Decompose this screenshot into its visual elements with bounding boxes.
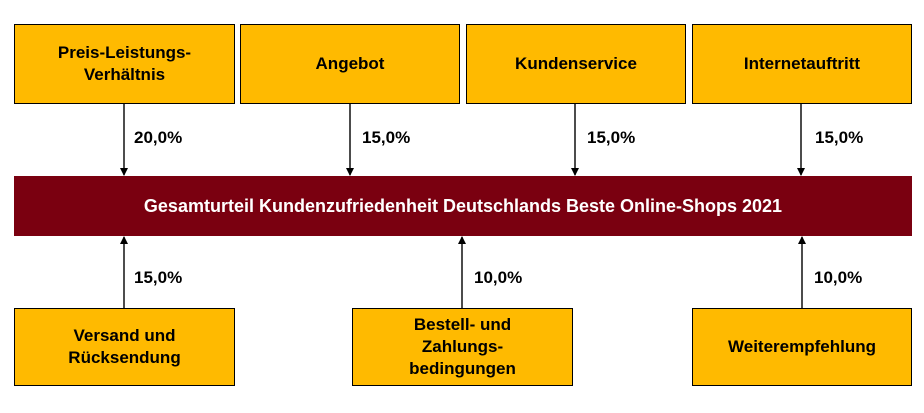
factor-box-internetauftritt: Internetauftritt [692, 24, 912, 104]
weight-label-kundenservice: 15,0% [587, 128, 636, 147]
factor-box-kundenservice: Kundenservice [466, 24, 686, 104]
weight-label-weiterempfehlung: 10,0% [814, 268, 863, 287]
factor-label: Weiterempfehlung [728, 337, 876, 356]
factor-box-angebot: Angebot [240, 24, 460, 104]
factor-label: Versand und Rücksendung [68, 326, 181, 367]
weight-label-internetauftritt: 15,0% [815, 128, 864, 147]
factor-box-preis-leistung: Preis-Leistungs-Verhältnis [14, 24, 235, 104]
weight-label-versand: 15,0% [134, 268, 183, 287]
factor-label: Bestell- und Zahlungs-bedingungen [409, 315, 516, 378]
overall-rating-bar: Gesamturteil Kundenzufriedenheit Deutsch… [14, 176, 912, 236]
factor-label: Preis-Leistungs-Verhältnis [57, 43, 192, 84]
weight-label-bestell: 10,0% [474, 268, 523, 287]
factor-label: Angebot [315, 54, 385, 73]
factor-box-weiterempfehlung: Weiterempfehlung [692, 308, 912, 386]
factor-label: Kundenservice [515, 54, 637, 73]
weight-label-preis-leistung: 20,0% [134, 128, 183, 147]
factor-box-versand: Versand und Rücksendung [14, 308, 235, 386]
weight-label-angebot: 15,0% [362, 128, 411, 147]
factor-label: Internetauftritt [743, 54, 861, 73]
overall-rating-label: Gesamturteil Kundenzufriedenheit Deutsch… [143, 195, 783, 216]
factor-box-bestell: Bestell- und Zahlungs-bedingungen [352, 308, 573, 386]
